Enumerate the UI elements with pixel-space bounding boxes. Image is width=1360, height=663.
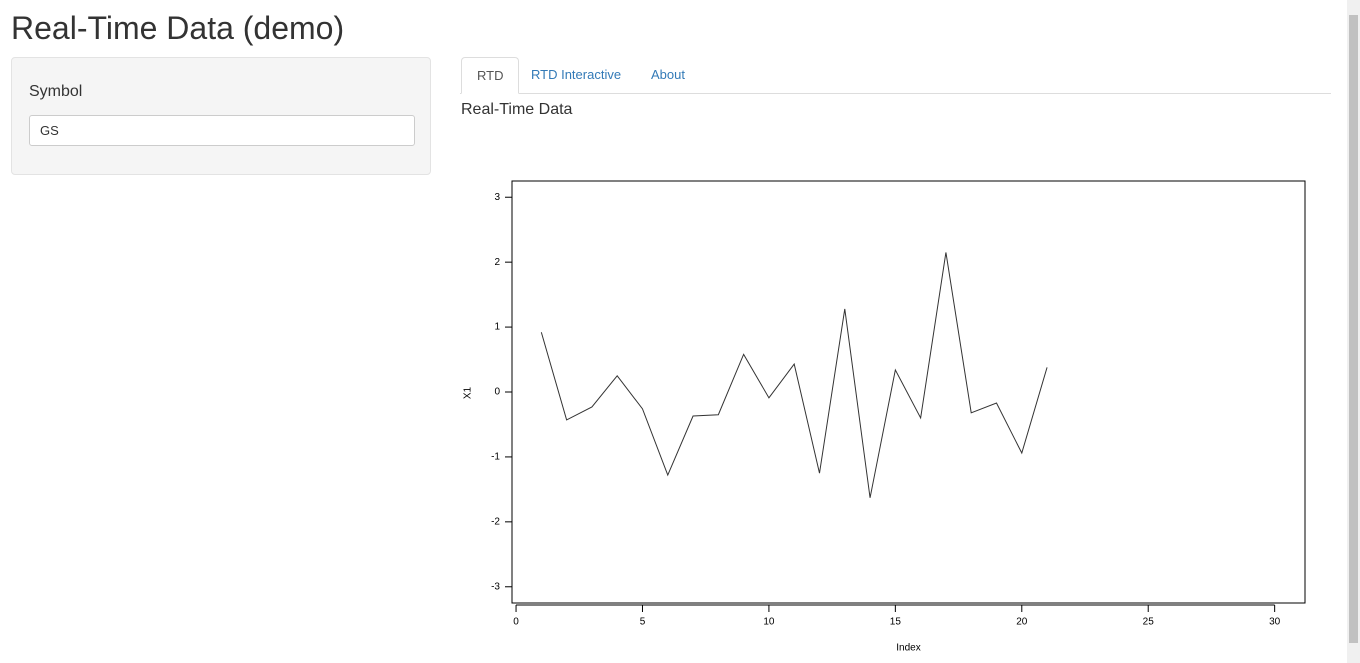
symbol-input[interactable]: GS xyxy=(29,115,415,146)
x-tick-label: 20 xyxy=(1016,617,1028,628)
x-tick-label: 15 xyxy=(890,617,902,628)
x-tick-label: 30 xyxy=(1269,617,1281,628)
page-title: Real-Time Data (demo) xyxy=(11,10,345,46)
plot-frame xyxy=(511,180,1306,604)
input-label: Symbol xyxy=(29,83,83,100)
scrollbar[interactable] xyxy=(1347,0,1360,663)
y-tick-label: 1 xyxy=(494,322,500,333)
x-tick-label: 0 xyxy=(513,617,519,628)
tab[interactable]: About xyxy=(651,67,685,82)
y-tick-label: -2 xyxy=(491,516,500,527)
panel-heading: Real-Time Data xyxy=(461,101,573,118)
sidebar: Symbol GS xyxy=(11,57,431,175)
tab[interactable]: RTD Interactive xyxy=(531,67,622,82)
x-axis-label: Index xyxy=(896,643,920,654)
x-tick-label: 25 xyxy=(1143,617,1155,628)
y-tick-label: 3 xyxy=(494,192,500,203)
tab-bar: RTD RTD Interactive About xyxy=(460,57,1331,94)
y-tick-label: 0 xyxy=(494,387,500,398)
y-tick-label: -1 xyxy=(491,452,500,463)
tab[interactable]: RTD xyxy=(461,57,520,94)
y-axis-label: X1 xyxy=(463,386,474,399)
y-tick-label: 2 xyxy=(494,257,500,268)
y-tick-label: -3 xyxy=(491,581,500,592)
data-line xyxy=(540,252,1048,498)
x-tick-label: 10 xyxy=(763,617,775,628)
scroll-thumb[interactable] xyxy=(1349,15,1358,643)
x-tick-label: 5 xyxy=(640,617,646,628)
